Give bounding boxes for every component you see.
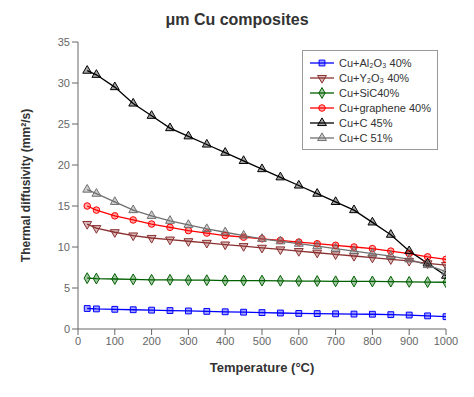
svg-text:5: 5	[64, 282, 70, 294]
svg-text:100: 100	[106, 335, 124, 347]
svg-text:20: 20	[58, 159, 70, 171]
svg-text:300: 300	[179, 335, 197, 347]
html-text:Cu+Al₂O₃ 40%: Cu+Al₂O₃ 40%	[339, 56, 412, 69]
svg-text:15: 15	[58, 200, 70, 212]
svg-text:600: 600	[290, 335, 308, 347]
svg-text:Temperature (°C): Temperature (°C)	[210, 360, 315, 375]
svg-text:1000: 1000	[434, 335, 458, 347]
svg-text:700: 700	[326, 335, 344, 347]
svg-text:0: 0	[64, 323, 70, 335]
svg-text:35: 35	[58, 36, 70, 48]
svg-text:25: 25	[58, 118, 70, 130]
html-text:Cu+graphene 40%: Cu+graphene 40%	[339, 101, 431, 114]
svg-text:500: 500	[253, 335, 271, 347]
svg-text:400: 400	[216, 335, 234, 347]
svg-text:800: 800	[363, 335, 381, 347]
html-text:Cu+SiC40%: Cu+SiC40%	[339, 86, 400, 99]
svg-text:30: 30	[58, 77, 70, 89]
html-text:Cu+Y₂O₃ 40%: Cu+Y₂O₃ 40%	[339, 71, 410, 84]
html-text:Cu+C 45%: Cu+C 45%	[339, 116, 393, 129]
svg-text:Thermal diffusivity (mm²/s): Thermal diffusivity (mm²/s)	[19, 109, 33, 262]
svg-text:10: 10	[58, 241, 70, 253]
svg-text:0: 0	[75, 335, 81, 347]
svg-text:200: 200	[142, 335, 160, 347]
svg-text:900: 900	[400, 335, 418, 347]
html-text:Cu+C 51%: Cu+C 51%	[339, 131, 393, 144]
html-text:μm Cu composites: μm Cu composites	[165, 11, 309, 28]
